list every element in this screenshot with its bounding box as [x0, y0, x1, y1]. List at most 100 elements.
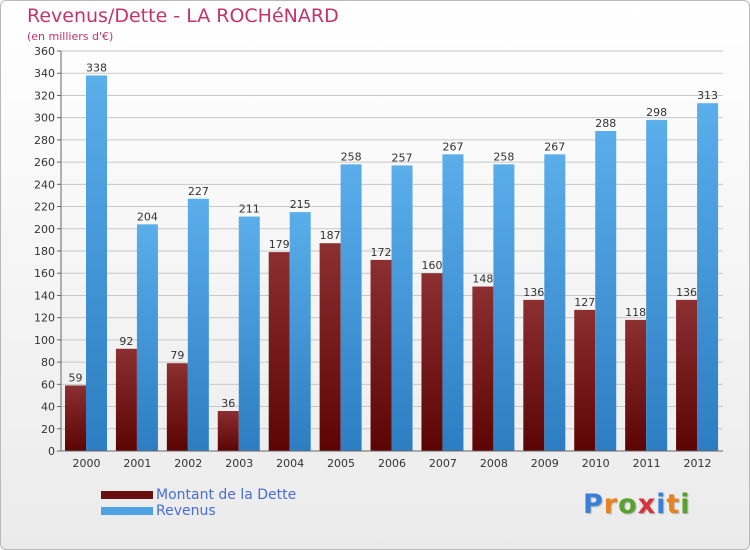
- data-label-dette: 79: [170, 349, 184, 362]
- bars: 59 338 92 204 79 227 36 211 179 215 187 258 172 257 16…: [65, 61, 719, 452]
- chart-title: Revenus/Dette - LA ROCHéNARD: [27, 5, 339, 27]
- y-tick-label: 140: [34, 289, 55, 302]
- x-tick-label: 2010: [582, 457, 610, 470]
- data-label-revenus: 267: [544, 140, 565, 153]
- data-label-revenus: 338: [86, 61, 107, 74]
- bar-revenus: [697, 103, 719, 451]
- data-label-dette: 160: [421, 259, 442, 272]
- bar-dette: [166, 363, 188, 451]
- data-label-dette: 172: [371, 246, 392, 259]
- data-label-dette: 92: [119, 335, 133, 348]
- data-label-revenus: 215: [290, 198, 311, 211]
- y-tick-label: 80: [41, 356, 55, 369]
- data-label-revenus: 267: [442, 140, 463, 153]
- bar-dette: [115, 348, 137, 451]
- y-tick-label: 0: [48, 445, 55, 458]
- bar-revenus: [289, 212, 311, 451]
- legend-swatch-dette: [101, 491, 153, 499]
- x-tick-label: 2003: [225, 457, 253, 470]
- data-label-revenus: 298: [646, 106, 667, 119]
- legend-label-revenus: Revenus: [156, 503, 216, 519]
- data-label-revenus: 227: [188, 185, 209, 198]
- logo-letter: P: [583, 489, 604, 520]
- bar-dette: [472, 286, 494, 451]
- bar-revenus: [391, 165, 413, 451]
- y-tick-label: 220: [34, 201, 55, 214]
- bar-dette: [65, 385, 86, 451]
- bar-dette: [370, 259, 392, 451]
- data-label-dette: 118: [625, 306, 646, 319]
- y-tick-label: 320: [34, 89, 55, 102]
- bar-revenus: [646, 119, 668, 451]
- y-tick-label: 360: [34, 45, 55, 58]
- bar-revenus: [86, 75, 107, 451]
- data-label-revenus: 204: [137, 210, 158, 223]
- data-label-dette: 127: [574, 296, 595, 309]
- legend-swatch-revenus: [101, 507, 153, 515]
- bar-dette: [319, 243, 341, 451]
- x-tick-label: 2004: [276, 457, 304, 470]
- data-label-revenus: 313: [697, 89, 718, 102]
- bar-revenus: [493, 164, 515, 452]
- data-label-dette: 36: [221, 397, 235, 410]
- bar-revenus: [340, 164, 362, 452]
- logo-letter: i: [680, 489, 691, 520]
- x-tick-label: 2006: [378, 457, 406, 470]
- data-label-revenus: 211: [239, 203, 260, 216]
- x-tick-label: 2011: [633, 457, 661, 470]
- bar-dette: [421, 273, 443, 451]
- y-tick-label: 120: [34, 312, 55, 325]
- x-tick-label: 2002: [174, 457, 202, 470]
- bar-revenus: [442, 154, 464, 452]
- data-label-dette: 136: [676, 286, 697, 299]
- y-tick-label: 340: [34, 67, 55, 80]
- bar-dette: [268, 252, 290, 451]
- bar-dette: [574, 309, 596, 451]
- x-tick-label: 2005: [327, 457, 355, 470]
- y-tick-label: 240: [34, 178, 55, 191]
- x-tick-label: 2001: [123, 457, 151, 470]
- bar-dette: [676, 299, 698, 451]
- logo-letter: t: [666, 489, 681, 520]
- y-tick-label: 260: [34, 156, 55, 169]
- y-tick-label: 280: [34, 134, 55, 147]
- bar-revenus: [187, 198, 209, 451]
- y-tick-label: 300: [34, 112, 55, 125]
- y-tick-label: 180: [34, 245, 55, 258]
- y-tick-label: 60: [41, 378, 55, 391]
- bar-revenus: [544, 154, 566, 452]
- logo-letter: r: [603, 489, 619, 520]
- proxiti-logo: Proxiti: [583, 489, 691, 520]
- data-label-revenus: 258: [341, 150, 362, 163]
- chart-subtitle: (en milliers d'€): [27, 30, 114, 43]
- data-label-dette: 187: [320, 229, 341, 242]
- data-label-dette: 148: [472, 273, 493, 286]
- x-tick-label: 2000: [72, 457, 100, 470]
- logo-letter: o: [618, 489, 638, 520]
- x-tick-label: 2012: [684, 457, 712, 470]
- data-label-dette: 136: [523, 286, 544, 299]
- x-tick-label: 2009: [531, 457, 559, 470]
- bar-dette: [217, 411, 239, 451]
- bar-dette: [625, 319, 647, 451]
- bar-revenus: [238, 216, 260, 451]
- y-tick-label: 100: [34, 334, 55, 347]
- y-tick-label: 160: [34, 267, 55, 280]
- logo-letter: x: [637, 489, 657, 520]
- data-label-revenus: 257: [392, 151, 413, 164]
- x-tick-label: 2008: [480, 457, 508, 470]
- data-label-revenus: 258: [493, 150, 514, 163]
- data-label-dette: 59: [69, 371, 83, 384]
- data-label-dette: 179: [269, 238, 290, 251]
- bar-revenus: [136, 224, 158, 451]
- bar-revenus: [595, 131, 617, 451]
- legend-label-dette: Montant de la Dette: [156, 487, 297, 503]
- bar-dette: [523, 299, 545, 451]
- axes: 0 20 40 60 80 100 120 140 160 180 200 220 240 260 280 3…: [34, 45, 723, 470]
- y-tick-label: 200: [34, 223, 55, 236]
- data-label-revenus: 288: [595, 117, 616, 130]
- y-tick-label: 40: [41, 401, 55, 414]
- x-tick-label: 2007: [429, 457, 457, 470]
